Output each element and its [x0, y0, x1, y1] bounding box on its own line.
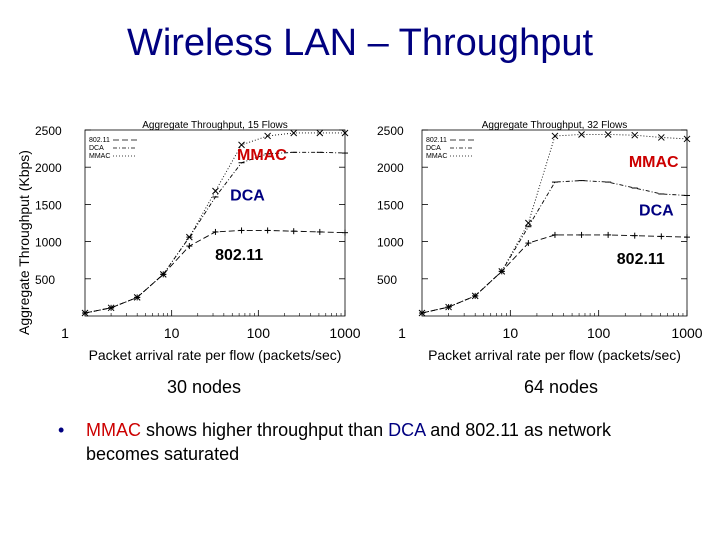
data-point	[498, 268, 506, 275]
annotation-dca: DCA	[230, 188, 265, 205]
data-point	[604, 131, 612, 138]
data-point	[605, 231, 612, 238]
data-point	[159, 270, 167, 278]
bullet-mmac: MMAC	[86, 420, 141, 440]
legend-entry: MMAC	[426, 153, 447, 160]
plot-frame	[84, 129, 346, 317]
data-point	[186, 243, 193, 250]
inner-chart-title: Aggregate Throughput, 15 Flows	[142, 120, 287, 131]
x-axis-label: Packet arrival rate per flow (packets/se…	[89, 347, 342, 363]
y-tick-label: 2000	[35, 161, 62, 175]
x-tick-label: 10	[503, 325, 519, 341]
caption-30-nodes: 30 nodes	[166, 377, 242, 397]
y-tick-label: 1500	[377, 198, 404, 212]
y-tick-label: 500	[35, 273, 55, 287]
slide-title: Wireless LAN – Throughput	[126, 22, 594, 64]
data-point	[212, 228, 219, 235]
data-point	[658, 233, 665, 240]
y-tick-label: 500	[377, 273, 397, 287]
inner-chart-title: Aggregate Throughput, 32 Flows	[482, 120, 627, 131]
caption-64-nodes: 64 nodes	[523, 377, 599, 397]
bullet-text-1: shows higher throughput than	[141, 420, 389, 440]
data-point	[551, 132, 559, 140]
data-point	[578, 131, 585, 138]
chart-30-nodes: Aggregate Throughput, 15 Flows 500 1000 150…	[35, 120, 361, 363]
series-dca	[419, 180, 690, 314]
data-point	[418, 309, 426, 317]
chart-64-nodes: Aggregate Throughput, 32 Flows 500 1000 150…	[377, 120, 703, 363]
legend-entry: 802.11	[426, 137, 447, 144]
series-802-11	[82, 227, 348, 317]
data-point	[290, 228, 297, 235]
data-point	[107, 304, 115, 312]
legend-entry: DCA	[426, 145, 441, 152]
annotation-mmac: MMAC	[237, 147, 287, 164]
annotation-dca: DCA	[639, 203, 674, 220]
data-point	[264, 132, 271, 140]
data-point	[290, 129, 298, 137]
x-tick-label: 100	[587, 325, 611, 341]
series-line	[84, 132, 345, 314]
series-line	[421, 180, 688, 314]
bullet-dca: DCA	[388, 420, 426, 440]
legend-entry: MMAC	[89, 153, 110, 160]
annotation-802-11: 802.11	[617, 251, 665, 268]
data-point	[133, 294, 141, 301]
series-line	[84, 229, 346, 314]
data-point	[81, 309, 89, 317]
y-tick-label: 2000	[377, 161, 404, 175]
data-point	[316, 228, 323, 235]
y-tick-label: 1500	[35, 198, 62, 212]
data-point	[186, 233, 193, 241]
bullet-marker: •	[58, 420, 65, 440]
legend-entry: 802.11	[89, 137, 110, 144]
y-tick-label: 1000	[35, 236, 62, 250]
data-point	[683, 135, 691, 143]
legend-entry: DCA	[89, 145, 104, 152]
data-point	[316, 129, 324, 137]
data-point	[684, 234, 690, 241]
y-tick-label: 2500	[377, 124, 404, 138]
bullet-text-2: and 802.11 as network	[425, 420, 611, 440]
data-point	[525, 240, 532, 247]
x-tick-label: 10	[164, 325, 180, 341]
data-point	[238, 141, 245, 149]
data-point	[657, 134, 665, 141]
data-point	[342, 229, 348, 236]
x-axis-label: Packet arrival rate per flow (packets/se…	[428, 347, 681, 363]
data-point	[212, 187, 219, 195]
annotation-mmac: MMAC	[629, 154, 679, 171]
data-point	[551, 231, 558, 238]
x-tick-label: 1	[61, 325, 69, 341]
series-802-11	[419, 231, 690, 317]
data-point	[341, 129, 349, 137]
series-mmac	[81, 129, 349, 317]
data-point	[238, 227, 245, 234]
data-point	[631, 232, 638, 239]
series-line	[421, 234, 688, 314]
annotation-802-11: 802.11	[215, 247, 263, 264]
plot-frame	[421, 129, 688, 317]
x-tick-label: 1000	[671, 325, 702, 341]
y-tick-label: 2500	[35, 124, 62, 138]
data-point	[445, 303, 452, 311]
y-tick-label: 1000	[377, 236, 404, 250]
series-mmac	[418, 131, 691, 317]
data-point	[578, 231, 585, 238]
x-tick-label: 1	[398, 325, 406, 341]
data-point	[471, 292, 479, 300]
data-point	[525, 219, 532, 227]
data-point	[264, 227, 271, 234]
x-tick-label: 1000	[329, 325, 360, 341]
data-point	[631, 131, 639, 139]
series-line	[421, 134, 688, 314]
bullet-point: • MMAC shows higher throughput than DCA a…	[58, 418, 698, 466]
bullet-line-2: becomes saturated	[86, 444, 240, 464]
x-tick-label: 100	[247, 325, 271, 341]
